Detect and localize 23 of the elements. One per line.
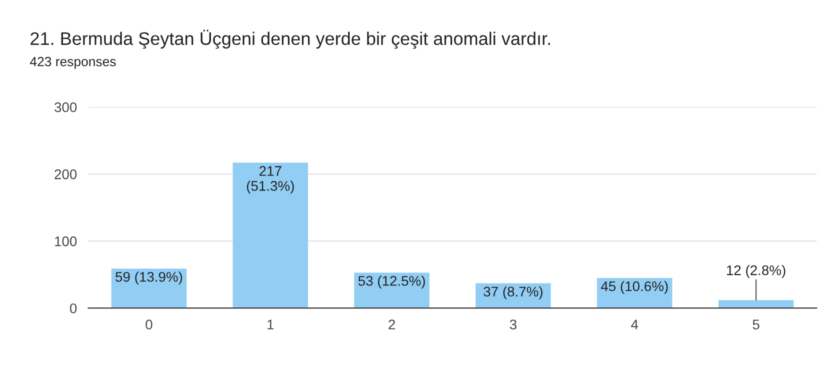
x-tick-label: 1 bbox=[268, 320, 274, 330]
x-tick-label: 5 bbox=[752, 320, 760, 330]
x-tick-label: 2 bbox=[388, 320, 395, 330]
y-tick-label: 200 bbox=[54, 169, 77, 180]
bar bbox=[232, 162, 308, 308]
chart-subtitle: 423 responses bbox=[30, 56, 116, 69]
bar bbox=[354, 272, 430, 308]
data-label: 53 (12.5%) bbox=[358, 276, 425, 289]
bar bbox=[111, 268, 187, 308]
data-label: 12 (2.8%) bbox=[727, 265, 786, 278]
data-label: 45 (10.6%) bbox=[600, 280, 668, 294]
x-tick-label: 0 bbox=[146, 320, 152, 330]
y-tick-label: 300 bbox=[54, 102, 77, 112]
bar bbox=[718, 300, 794, 308]
data-label: 37 (8.7%) bbox=[484, 286, 542, 300]
chart-title: 21. Bermuda Şeytan Üçgeni denen yerde bir çeşit anomali vardır. bbox=[30, 30, 550, 49]
bar bbox=[596, 278, 672, 308]
y-tick-label: 100 bbox=[55, 236, 77, 246]
x-tick-label: 3 bbox=[510, 320, 516, 330]
data-label: 59 (13.9%) bbox=[116, 272, 182, 285]
y-tick-label: 0 bbox=[70, 303, 77, 314]
data-label: 217 (51.3%) bbox=[246, 166, 294, 194]
x-tick-label: 4 bbox=[631, 320, 638, 330]
